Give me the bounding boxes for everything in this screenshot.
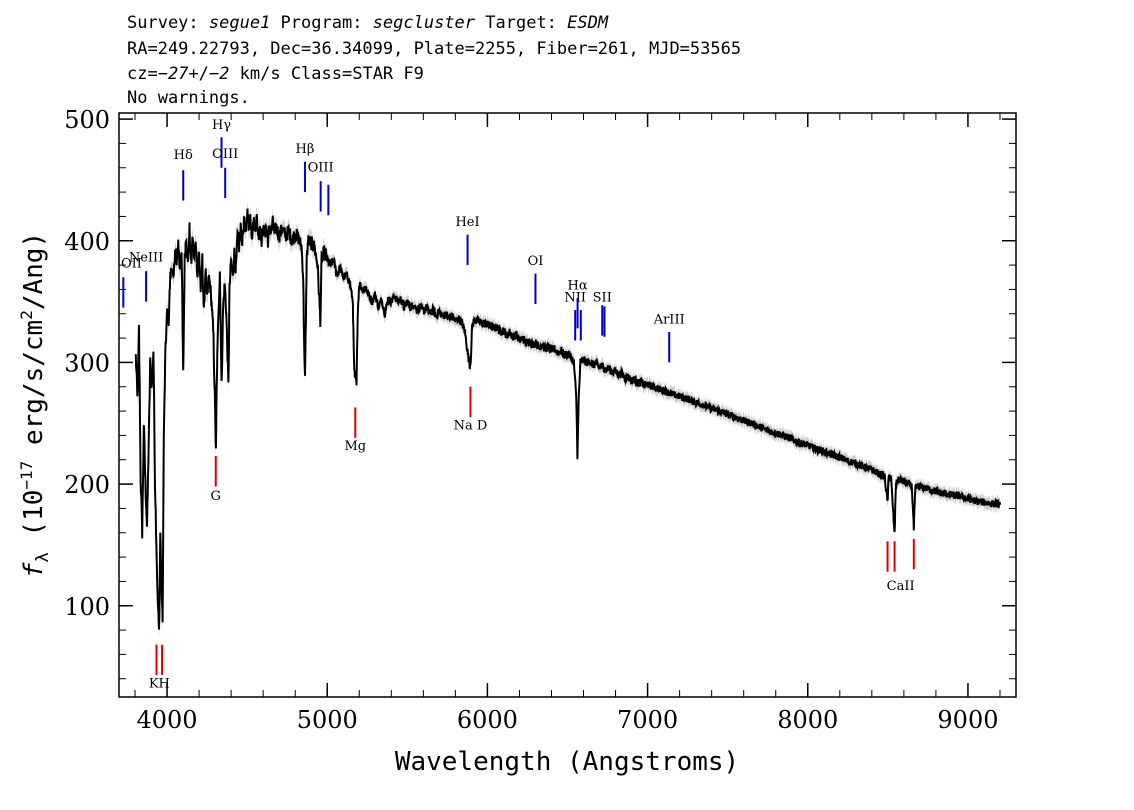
header-run: Program:	[270, 13, 372, 33]
absorption-line-label: Na D	[454, 418, 488, 433]
emission-line-label: HeI	[455, 215, 479, 230]
emission-line-label: SII	[593, 291, 612, 306]
y-axis-label-part: f	[19, 562, 49, 578]
x-tick-label: 9000	[937, 706, 998, 734]
x-tick-label: 8000	[777, 706, 838, 734]
header-run: cz=	[127, 64, 158, 84]
header-run: −2	[209, 64, 229, 84]
absorption-line-label: KH	[149, 676, 170, 691]
y-axis-label-part: erg/s/cm	[19, 320, 49, 461]
header-run: +/	[188, 64, 208, 84]
header-line-coordinates: RA=249.22793, Dec=36.34099, Plate=2255, …	[127, 39, 741, 59]
plot-area	[134, 200, 1001, 639]
emission-line-label: Hβ	[296, 142, 315, 157]
header-run: segue1	[209, 13, 270, 33]
x-tick-label: 4000	[137, 706, 198, 734]
axis-ticks: 4000 5000 6000 7000 8000 9000 100 200 300 400 500	[64, 106, 1016, 734]
absorption-line-label: Mg	[344, 439, 366, 454]
y-axis-label-part: /Ang)	[19, 232, 49, 310]
flux-error-band	[135, 200, 1001, 639]
y-tick-label: 400	[64, 228, 110, 256]
header-run: −27	[158, 64, 189, 84]
emission-line-label: Hα	[568, 278, 588, 293]
absorption-line-label: G	[211, 489, 221, 504]
x-tick-label: 7000	[617, 706, 678, 734]
header-line-warnings: No warnings.	[127, 88, 250, 108]
x-tick-label: 5000	[297, 706, 358, 734]
header-run: segcluster	[373, 13, 476, 33]
flux-line	[134, 208, 1001, 630]
emission-line-label: NII	[564, 291, 586, 306]
x-axis-label: Wavelength (Angstroms)	[395, 747, 739, 777]
emission-line-label: ArIII	[653, 312, 685, 327]
y-tick-label: 500	[64, 106, 110, 134]
plot-frame	[118, 112, 1017, 698]
header-line-survey: Survey: segue1 Program: segcluster Targe…	[127, 13, 609, 33]
emission-line-label: OIII	[212, 147, 238, 162]
header-run: Target:	[475, 13, 567, 33]
header-run: ESDM	[567, 13, 609, 33]
x-tick-label: 6000	[457, 706, 518, 734]
header-run: Survey:	[127, 13, 209, 33]
header-run: km/s Class=STAR F9	[229, 64, 423, 84]
header-line-redshift-class: cz=−27+/−2 km/s Class=STAR F9	[127, 64, 424, 84]
emission-line-label: OII	[121, 257, 142, 272]
y-tick-label: 100	[64, 593, 110, 621]
y-tick-label: 200	[64, 471, 110, 499]
y-axis-label-part: 2	[17, 310, 36, 320]
emission-line-label: OIII	[308, 160, 334, 175]
emission-line-label: NeIII	[129, 250, 163, 265]
emission-line-label: OI	[528, 254, 544, 269]
y-axis-label: fλ (10−17 erg/s/cm2/Ang)	[17, 232, 53, 578]
y-axis-label-part: λ	[33, 552, 53, 562]
absorption-line-markers: KH G Mg Na D CaII	[149, 386, 915, 691]
y-tick-label: 300	[64, 349, 110, 377]
absorption-line-label: CaII	[887, 579, 915, 594]
chart-header: Survey: segue1 Program: segcluster Targe…	[127, 13, 741, 108]
y-axis-label-part: (10	[19, 490, 49, 553]
y-axis-label-part: −17	[17, 461, 36, 490]
emission-line-label: Hδ	[174, 148, 193, 163]
emission-line-label: Hγ	[212, 118, 231, 133]
